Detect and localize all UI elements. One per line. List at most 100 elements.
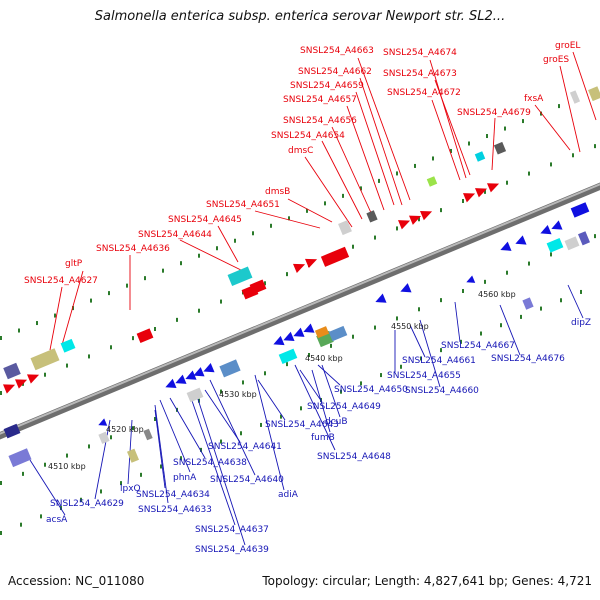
gene-label-SNSL254_A4651[interactable]: SNSL254_A4651 bbox=[206, 200, 280, 210]
gene-label-dcuB[interactable]: dcuB bbox=[325, 417, 348, 427]
tick-mark bbox=[380, 373, 382, 378]
gene-label-SNSL254_A4650[interactable]: SNSL254_A4650 bbox=[334, 385, 408, 395]
leader-line-reverse bbox=[419, 319, 441, 388]
tick-mark bbox=[234, 238, 236, 243]
gene-label-SNSL254_A4654[interactable]: SNSL254_A4654 bbox=[271, 131, 345, 141]
gene-box-teal bbox=[227, 266, 253, 287]
gene-label-SNSL254_A4644[interactable]: SNSL254_A4644 bbox=[138, 230, 212, 240]
reverse-gene-arrow bbox=[400, 283, 412, 293]
gene-label-SNSL254_A4663[interactable]: SNSL254_A4663 bbox=[300, 46, 374, 56]
gene-label-SNSL254_A4662[interactable]: SNSL254_A4662 bbox=[298, 67, 372, 77]
tick-mark bbox=[132, 426, 134, 431]
tick-mark bbox=[44, 372, 46, 377]
gene-label-SNSL254_A4674[interactable]: SNSL254_A4674 bbox=[383, 48, 457, 58]
forward-gene-arrow bbox=[27, 374, 40, 384]
tick-mark bbox=[72, 306, 74, 311]
gene-label-SNSL254_A4643[interactable]: SNSL254_A4643 bbox=[265, 420, 339, 430]
tick-mark bbox=[176, 317, 178, 322]
tick-mark bbox=[180, 261, 182, 266]
leader-line-forward bbox=[179, 239, 246, 273]
tick-mark bbox=[22, 471, 24, 476]
tick-mark bbox=[396, 171, 398, 176]
tick-mark bbox=[360, 381, 362, 386]
tick-mark bbox=[468, 141, 470, 146]
gene-label-SNSL254_A4676[interactable]: SNSL254_A4676 bbox=[491, 354, 565, 364]
gene-box-lavender bbox=[8, 448, 32, 468]
gene-label-SNSL254_A4634[interactable]: SNSL254_A4634 bbox=[136, 490, 210, 500]
leader-line-reverse bbox=[94, 419, 111, 500]
gene-label-SNSL254_A4656[interactable]: SNSL254_A4656 bbox=[283, 116, 357, 126]
gene-label-SNSL254_A4627[interactable]: SNSL254_A4627 bbox=[24, 276, 98, 286]
gene-label-SNSL254_A4648[interactable]: SNSL254_A4648 bbox=[317, 452, 391, 462]
gene-label-fxsA[interactable]: fxsA bbox=[524, 94, 544, 104]
leader-line-forward bbox=[346, 105, 385, 211]
tick-mark bbox=[162, 268, 164, 273]
reverse-gene-arrow bbox=[283, 331, 295, 342]
tick-mark bbox=[0, 336, 2, 340]
kbp-label-4510: 4510 kbp bbox=[48, 462, 86, 471]
gene-label-gltP[interactable]: gltP bbox=[65, 259, 83, 269]
tick-mark bbox=[100, 489, 102, 494]
gene-label-groEL[interactable]: groEL bbox=[555, 41, 580, 51]
tick-mark bbox=[540, 306, 542, 311]
gene-label-SNSL254_A4661[interactable]: SNSL254_A4661 bbox=[402, 356, 476, 366]
reverse-gene-arrow bbox=[375, 293, 387, 303]
gene-label-SNSL254_A4633[interactable]: SNSL254_A4633 bbox=[138, 505, 212, 515]
gene-label-dmsB[interactable]: dmsB bbox=[265, 187, 290, 197]
accession-text: Accession: NC_011080 bbox=[8, 574, 145, 588]
leader-line-forward bbox=[355, 91, 395, 206]
tick-mark bbox=[418, 307, 420, 312]
gene-box-grey bbox=[143, 428, 153, 441]
gene-label-SNSL254_A4659[interactable]: SNSL254_A4659 bbox=[290, 81, 364, 91]
tick-mark bbox=[126, 283, 128, 288]
tick-mark bbox=[110, 345, 112, 350]
gene-label-SNSL254_A4641[interactable]: SNSL254_A4641 bbox=[208, 442, 282, 452]
gene-label-SNSL254_A4637[interactable]: SNSL254_A4637 bbox=[195, 525, 269, 535]
gene-box-khaki bbox=[127, 448, 139, 463]
gene-label-phnA[interactable]: phnA bbox=[173, 473, 197, 483]
tick-mark bbox=[500, 323, 502, 328]
gene-label-lpxO[interactable]: lpxO bbox=[120, 484, 141, 494]
gene-label-groES[interactable]: groES bbox=[543, 55, 569, 65]
tick-mark bbox=[308, 352, 310, 357]
leader-line-reverse bbox=[257, 379, 286, 421]
leader-line-forward bbox=[359, 77, 403, 206]
tick-mark bbox=[520, 314, 522, 319]
gene-box-grey bbox=[564, 236, 580, 251]
reverse-gene-arrow bbox=[293, 327, 305, 337]
gene-label-SNSL254_A4679[interactable]: SNSL254_A4679 bbox=[457, 108, 531, 118]
gene-label-adiA[interactable]: adiA bbox=[278, 490, 299, 500]
gene-label-acsA[interactable]: acsA bbox=[46, 515, 68, 525]
tick-mark bbox=[522, 119, 524, 124]
reverse-gene-arrow bbox=[98, 418, 108, 426]
tick-mark bbox=[550, 252, 552, 257]
gene-label-SNSL254_A4640[interactable]: SNSL254_A4640 bbox=[210, 475, 284, 485]
kbp-label-4520: 4520 kbp bbox=[106, 425, 144, 434]
gene-label-SNSL254_A4636[interactable]: SNSL254_A4636 bbox=[96, 244, 170, 254]
gene-label-SNSL254_A4638[interactable]: SNSL254_A4638 bbox=[173, 458, 247, 468]
gene-label-SNSL254_A4629[interactable]: SNSL254_A4629 bbox=[50, 499, 124, 509]
gene-label-dmsC[interactable]: dmsC bbox=[288, 146, 313, 156]
gene-label-SNSL254_A4645[interactable]: SNSL254_A4645 bbox=[168, 215, 242, 225]
gene-label-fumB[interactable]: fumB bbox=[311, 433, 335, 443]
gene-label-SNSL254_A4672[interactable]: SNSL254_A4672 bbox=[387, 88, 461, 98]
gene-label-SNSL254_A4660[interactable]: SNSL254_A4660 bbox=[405, 386, 479, 396]
gene-label-SNSL254_A4649[interactable]: SNSL254_A4649 bbox=[307, 402, 381, 412]
leader-line-forward bbox=[491, 117, 496, 171]
leader-line-forward bbox=[357, 57, 411, 201]
gene-label-SNSL254_A4667[interactable]: SNSL254_A4667 bbox=[441, 341, 515, 351]
gene-label-SNSL254_A4673[interactable]: SNSL254_A4673 bbox=[383, 69, 457, 79]
reverse-gene-arrow bbox=[515, 235, 527, 245]
tick-mark bbox=[90, 298, 92, 303]
leader-line-reverse bbox=[294, 364, 336, 451]
gene-label-SNSL254_A4639[interactable]: SNSL254_A4639 bbox=[195, 545, 269, 555]
tick-mark bbox=[486, 134, 488, 139]
gene-label-SNSL254_A4655[interactable]: SNSL254_A4655 bbox=[387, 371, 461, 381]
tick-mark bbox=[240, 431, 242, 436]
gene-label-SNSL254_A4657[interactable]: SNSL254_A4657 bbox=[283, 95, 357, 105]
tick-mark bbox=[66, 453, 68, 458]
gene-label-dipZ[interactable]: dipZ bbox=[571, 318, 591, 328]
leader-line-reverse bbox=[204, 389, 241, 443]
reverse-gene-arrow bbox=[175, 374, 187, 384]
